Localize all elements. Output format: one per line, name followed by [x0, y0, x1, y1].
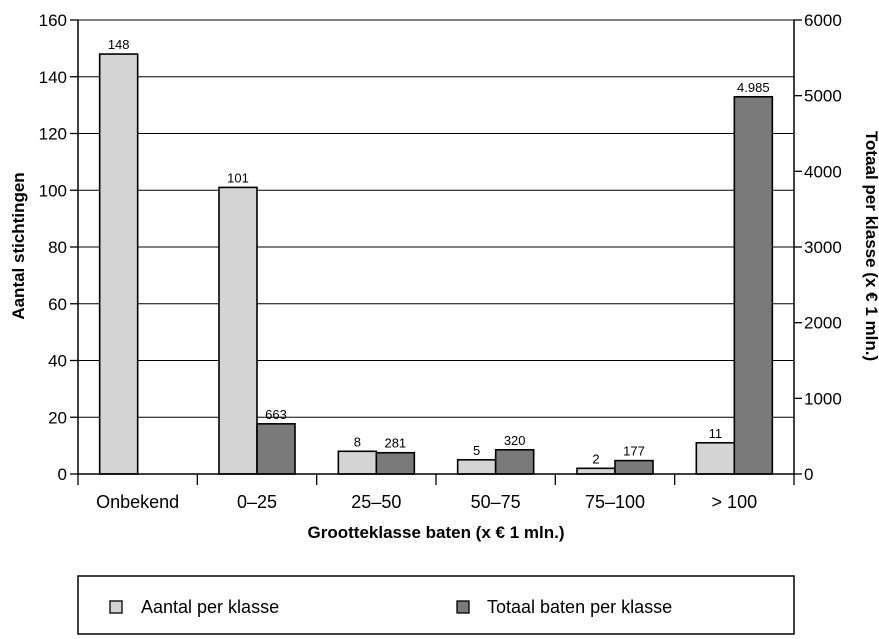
- y-tick-label: 80: [48, 238, 67, 257]
- data-label: 2: [592, 451, 599, 466]
- bar-aantal-3: [456, 459, 497, 475]
- bar-aantal-4: [576, 467, 616, 475]
- x-tick-label: 50–75: [471, 492, 521, 512]
- y-tick-label: 60: [48, 295, 67, 314]
- y-tick-label: 0: [58, 465, 67, 484]
- bar-totaal-3: [494, 448, 535, 475]
- data-label: 11: [709, 426, 723, 441]
- y-axis-title: Aantal stichtingen: [9, 172, 28, 319]
- y-tick-label: 140: [39, 68, 67, 87]
- x-tick-label: 75–100: [585, 492, 645, 512]
- y2-tick-label: 2000: [804, 314, 842, 333]
- legend-label-totaal: Totaal baten per klasse: [487, 597, 672, 617]
- y2-axis-title: Totaal per klasse (x € 1 mln.): [862, 131, 879, 361]
- x-tick-label: 0–25: [237, 492, 277, 512]
- y2-tick-label: 5000: [804, 87, 842, 106]
- bar-totaal-1: [256, 423, 296, 475]
- legend: Aantal per klasse Totaal baten per klass…: [77, 575, 795, 635]
- bars-group: [98, 53, 774, 475]
- y2-tick-label: 6000: [804, 11, 842, 30]
- y2-tick-label: 0: [804, 465, 813, 484]
- bar-totaal-5: [733, 96, 774, 475]
- legend-swatch-aantal: [109, 600, 123, 614]
- data-label: 663: [265, 407, 287, 422]
- y-tick-label: 20: [48, 408, 67, 427]
- bar-totaal-4: [614, 459, 654, 475]
- data-label: 4.985: [737, 80, 770, 95]
- legend-swatch-totaal: [456, 600, 470, 614]
- legend-box: [77, 575, 795, 635]
- grid-lines: [78, 19, 794, 418]
- y2-tick-label: 3000: [804, 238, 842, 257]
- bar-totaal-2: [375, 451, 416, 475]
- y-tick-label: 40: [48, 352, 67, 371]
- y-tick-label: 120: [39, 125, 67, 144]
- ticks-group: 0204060801001201401600100020003000400050…: [39, 11, 842, 512]
- y2-tick-label: 1000: [804, 389, 842, 408]
- bar-aantal-1: [218, 186, 258, 475]
- legend-label-aantal: Aantal per klasse: [141, 597, 279, 617]
- data-label: 8: [354, 434, 361, 449]
- data-label: 320: [504, 433, 526, 448]
- x-axis-title: Grootteklasse baten (x € 1 mln.): [308, 523, 565, 542]
- x-tick-label: 25–50: [351, 492, 401, 512]
- y2-tick-label: 4000: [804, 162, 842, 181]
- data-label: 101: [227, 170, 249, 185]
- data-label: 281: [384, 436, 406, 451]
- y-tick-label: 100: [39, 181, 67, 200]
- data-label: 148: [108, 37, 130, 52]
- bar-aantal-2: [337, 450, 378, 475]
- y-tick-label: 160: [39, 11, 67, 30]
- data-label: 177: [623, 444, 645, 459]
- bar-aantal-5: [695, 441, 736, 475]
- x-tick-label: > 100: [712, 492, 758, 512]
- bar-aantal-0: [98, 53, 139, 475]
- x-tick-label: Onbekend: [96, 492, 179, 512]
- data-labels-group: 148 101 663 8 281 5 320 2 177 11 4.985: [108, 37, 770, 466]
- data-label: 5: [473, 443, 480, 458]
